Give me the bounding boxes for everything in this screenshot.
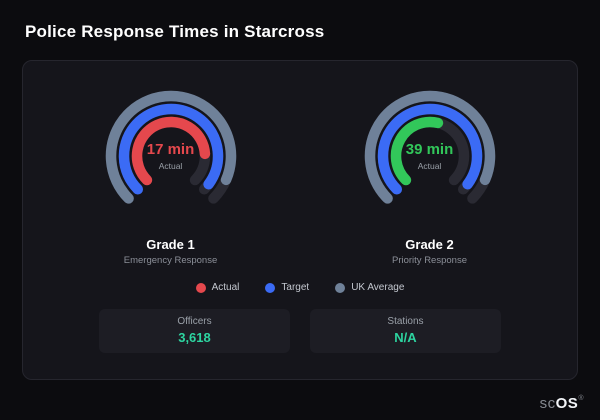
stat-box-stations: Stations N/A [310, 309, 501, 353]
gauge-grade-2: 39 min Actual Grade 2 Priority Response [320, 81, 540, 266]
legend-item-uk-average: UK Average [335, 282, 404, 293]
legend: Actual Target UK Average [41, 282, 559, 293]
gauge-grade-1: 17 min Actual Grade 1 Emergency Response [61, 81, 281, 266]
dashboard-card: 17 min Actual Grade 1 Emergency Response… [22, 60, 578, 380]
legend-label: UK Average [351, 282, 405, 293]
gauge-grade-1-rings [105, 90, 236, 204]
stat-box-officers: Officers 3,618 [99, 309, 290, 353]
stat-value: 3,618 [178, 330, 211, 345]
gauge-title: Grade 2 [405, 237, 454, 252]
stat-label: Stations [387, 316, 424, 327]
gauge-grade-1-chart: 17 min Actual [96, 81, 246, 231]
page-title: Police Response Times in Starcross [25, 22, 325, 41]
legend-label: Target [281, 282, 310, 293]
legend-label: Actual [211, 282, 240, 293]
stat-value: N/A [394, 330, 417, 345]
watermark-logo: scOS® [540, 395, 584, 412]
uk-average-dot-icon [335, 282, 346, 293]
watermark-prefix: sc [539, 395, 556, 412]
gauge-grade-2-chart: 39 min Actual [355, 81, 505, 231]
gauge-subtitle: Emergency Response [123, 255, 218, 266]
gauge-subtitle: Priority Response [392, 255, 467, 266]
gauge-title: Grade 1 [146, 237, 195, 252]
gauges-row: 17 min Actual Grade 1 Emergency Response… [41, 81, 559, 266]
registered-mark-icon: ® [578, 395, 584, 402]
legend-item-actual: Actual [195, 282, 240, 293]
actual-dot-icon [195, 282, 206, 293]
stat-label: Officers [177, 316, 212, 327]
legend-item-target: Target [265, 282, 309, 293]
watermark-suffix: OS [555, 395, 579, 412]
target-dot-icon [265, 282, 276, 293]
stats-row: Officers 3,618 Stations N/A [99, 309, 501, 353]
gauge-grade-2-rings [364, 90, 495, 204]
